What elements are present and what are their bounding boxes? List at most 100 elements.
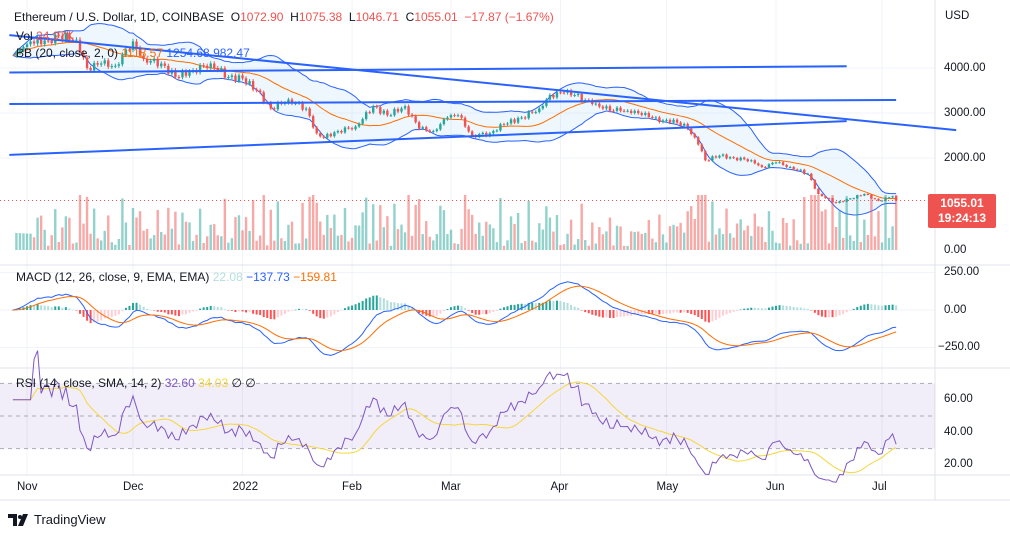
- candle-body: [781, 162, 785, 165]
- candle-body: [863, 194, 866, 196]
- price-unit: USD: [945, 10, 970, 22]
- macd-histogram-bar: [683, 310, 686, 313]
- candle-body: [555, 92, 559, 98]
- volume-bar: [764, 241, 767, 250]
- macd-histogram-bar: [234, 310, 237, 313]
- volume-bar: [739, 219, 742, 250]
- macd-histogram-bar: [538, 302, 541, 310]
- macd-histogram-bar: [669, 310, 672, 314]
- volume-bar: [407, 195, 410, 250]
- candle-body: [439, 124, 442, 130]
- volume-bar: [665, 242, 668, 250]
- volume-bar: [615, 225, 619, 250]
- candle-body: [679, 122, 682, 126]
- volume-bar: [442, 210, 446, 250]
- macd-histogram-bar: [555, 300, 558, 310]
- legend-bb[interactable]: BB (20, close, 2, 0) 1118.57 1254.68 982…: [16, 46, 250, 60]
- candle-body: [485, 132, 488, 136]
- macd-histogram-bar: [29, 305, 32, 310]
- volume-bar: [414, 204, 417, 250]
- volume-bar: [191, 241, 195, 250]
- macd-histogram-bar: [852, 308, 855, 310]
- macd-histogram-bar: [856, 307, 859, 310]
- macd-histogram-bar: [548, 300, 551, 310]
- macd-histogram-bar: [156, 310, 159, 312]
- candle-body: [637, 110, 640, 114]
- volume-bar: [682, 232, 686, 250]
- legend-macd[interactable]: MACD (12, 26, close, 9, EMA, EMA) 22.08 …: [16, 270, 337, 284]
- volume-bar: [714, 234, 718, 250]
- legend-rsi[interactable]: RSI (14, close, SMA, 14, 2) 32.60 34.03 …: [16, 376, 256, 390]
- macd-histogram-bar: [806, 308, 809, 310]
- volume-bar: [213, 224, 216, 250]
- candle-body: [651, 116, 654, 118]
- candle-body: [442, 119, 446, 125]
- macd-histogram-bar: [290, 310, 293, 311]
- volume-bar: [502, 245, 506, 250]
- volume-bar: [110, 242, 113, 250]
- candle-body: [629, 110, 633, 113]
- volume-bar: [647, 219, 651, 250]
- candle-body: [785, 164, 788, 168]
- macd-histogram-bar: [61, 307, 64, 310]
- volume-bar: [121, 198, 124, 250]
- macd-histogram-bar: [881, 305, 883, 310]
- candle-body: [605, 106, 608, 109]
- candle-body: [340, 131, 343, 133]
- legend-volume[interactable]: Vol 24.97K: [16, 29, 75, 43]
- volume-bar: [506, 240, 509, 250]
- candle-body: [435, 129, 439, 131]
- macd-histogram-bar: [810, 310, 813, 311]
- candle-body: [852, 198, 855, 200]
- candle-body: [347, 127, 350, 129]
- macd-histogram-bar: [322, 310, 325, 319]
- candle-body: [615, 107, 619, 111]
- volume-bar: [605, 231, 608, 250]
- candle-body: [665, 119, 668, 121]
- volume-bar: [117, 238, 121, 250]
- macd-histogram-bar: [195, 310, 198, 311]
- candle-body: [230, 75, 234, 77]
- volume-bar: [114, 244, 117, 250]
- candle-body: [559, 92, 562, 94]
- volume-bar: [894, 195, 898, 250]
- macd-histogram-bar: [449, 307, 452, 310]
- macd-histogram-bar: [750, 307, 753, 310]
- volume-bar: [389, 245, 393, 250]
- volume-bar: [82, 223, 85, 250]
- candle-body: [124, 49, 128, 55]
- macd-histogram-bar: [78, 310, 81, 314]
- macd-histogram-bar: [478, 310, 481, 315]
- bb-upper-line: [12, 23, 897, 195]
- tradingview-logo[interactable]: TradingView: [8, 512, 106, 527]
- macd-histogram-bar: [315, 310, 318, 317]
- macd-histogram-bar: [241, 310, 244, 312]
- candle-body: [481, 132, 484, 135]
- volume-bar: [774, 242, 778, 250]
- candle-body: [273, 108, 276, 110]
- macd-histogram-bar: [121, 310, 124, 312]
- volume-bar: [520, 243, 523, 250]
- macd-histogram-bar: [481, 310, 484, 315]
- candle-body: [601, 106, 605, 109]
- volume-bar: [668, 226, 672, 250]
- macd-histogram-bar: [672, 310, 675, 313]
- volume-bar: [435, 234, 439, 250]
- volume-bar: [29, 233, 32, 250]
- time-tick: Mar: [440, 481, 461, 493]
- macd-histogram-bar: [510, 304, 513, 310]
- macd-histogram-bar: [213, 306, 216, 310]
- candle-body: [750, 160, 753, 162]
- candle-body: [396, 108, 400, 112]
- time-tick: Jul: [872, 481, 887, 493]
- macd-histogram-bar: [598, 310, 601, 317]
- macd-histogram-bar: [57, 306, 60, 310]
- price-tick: 2000.00: [944, 152, 986, 164]
- macd-histogram-bar: [358, 302, 361, 310]
- volume-bar: [294, 243, 297, 250]
- volume-bar: [750, 235, 753, 250]
- rsi-ma-line: [12, 381, 897, 474]
- volume-bar: [587, 245, 590, 250]
- volume-bar: [280, 238, 283, 250]
